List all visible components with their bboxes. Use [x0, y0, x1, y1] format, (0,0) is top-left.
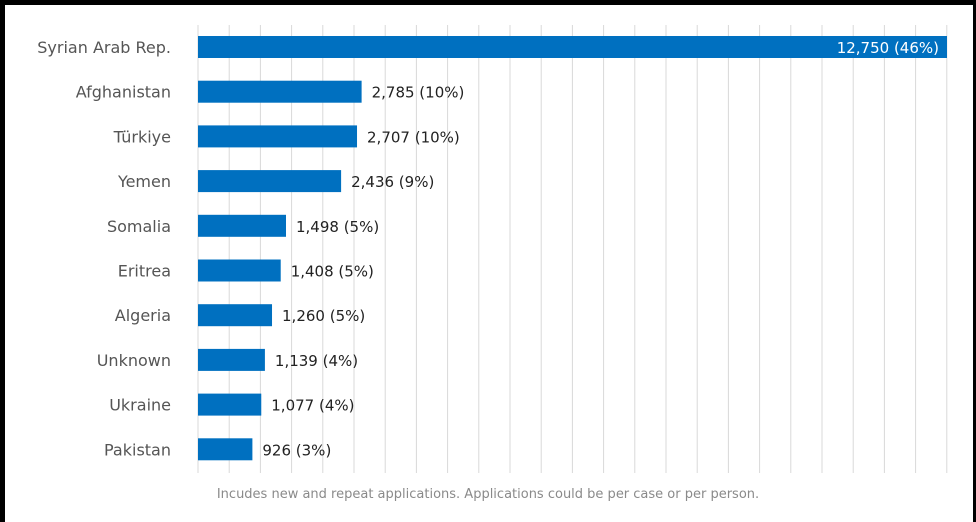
- category-label: Algeria: [115, 306, 171, 325]
- bar: [198, 80, 362, 103]
- category-label: Yemen: [117, 172, 171, 191]
- data-label: 2,785 (10%): [372, 84, 465, 102]
- value-labels: 12,750 (46%) 2,785 (10%) 2,707 (10%) 2,436 …: [262, 39, 939, 459]
- category-labels: Syrian Arab Rep. Afghanistan Türkiye Yemen S…: [37, 38, 171, 459]
- category-label: Türkiye: [113, 127, 171, 146]
- data-label: 1,498 (5%): [296, 218, 379, 236]
- category-label: Afghanistan: [76, 83, 171, 102]
- data-label: 12,750 (46%): [837, 39, 939, 57]
- footnote: Incudes new and repeat applications. App…: [216, 487, 760, 502]
- bar-chart: Syrian Arab Rep. Afghanistan Türkiye Yemen S…: [37, 25, 948, 473]
- category-label: Syrian Arab Rep.: [37, 38, 171, 57]
- category-label: Unknown: [97, 351, 171, 370]
- bar: [198, 214, 287, 237]
- category-label: Eritrea: [118, 262, 171, 281]
- category-label: Ukraine: [109, 396, 171, 415]
- bar: [198, 348, 265, 371]
- bar: [198, 438, 253, 461]
- bar: [198, 304, 273, 327]
- data-label: 2,436 (9%): [351, 173, 434, 191]
- bar: [198, 36, 947, 58]
- data-label: 1,260 (5%): [282, 307, 365, 325]
- bar: [198, 259, 281, 282]
- bars: [198, 36, 947, 461]
- data-label: 1,077 (4%): [271, 397, 354, 415]
- bar: [198, 393, 262, 416]
- category-label: Somalia: [107, 217, 171, 236]
- data-label: 1,139 (4%): [275, 352, 358, 370]
- data-label: 926 (3%): [262, 441, 331, 459]
- bar: [198, 170, 342, 193]
- bar: [198, 125, 358, 148]
- category-label: Pakistan: [104, 440, 171, 459]
- data-label: 2,707 (10%): [367, 128, 460, 146]
- data-label: 1,408 (5%): [291, 263, 374, 281]
